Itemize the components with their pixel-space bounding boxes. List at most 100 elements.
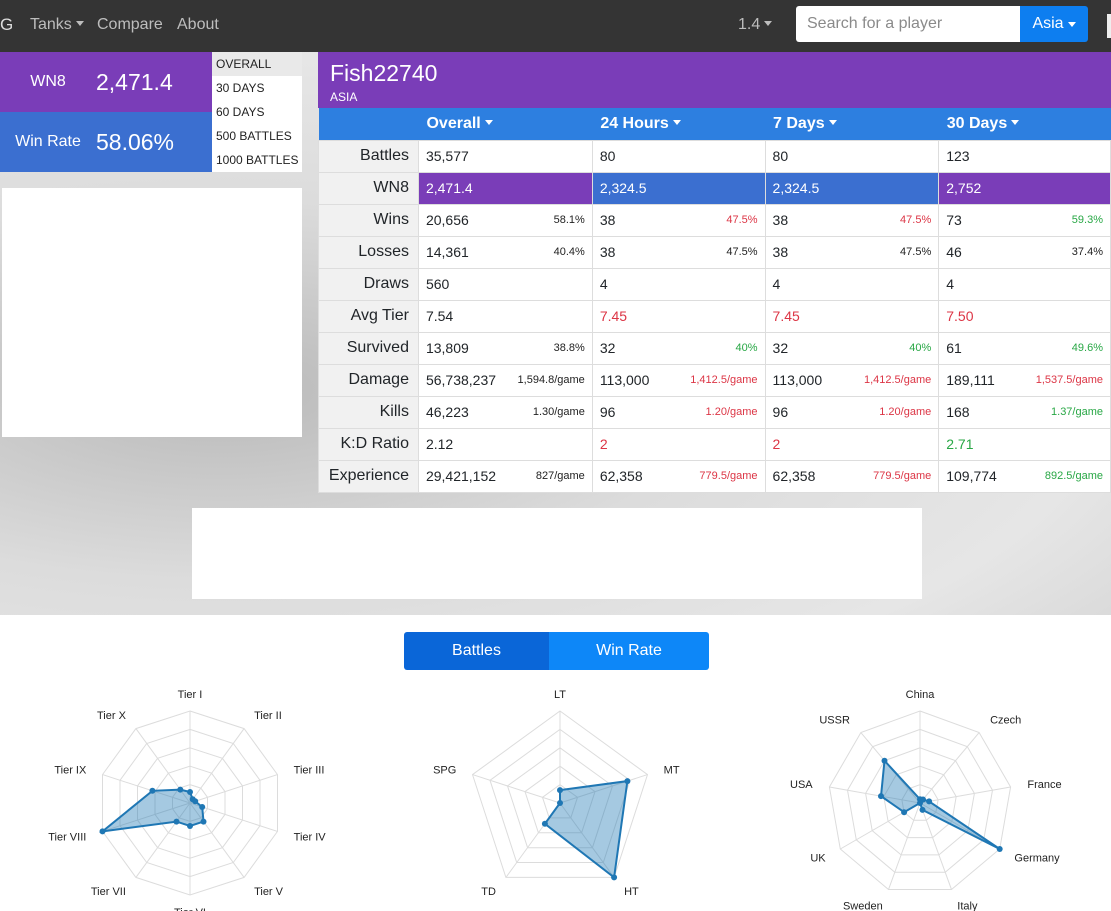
table-cell: 2,324.5 <box>764 171 940 205</box>
radar-spoke <box>559 774 648 804</box>
radar-axis-label: USSR <box>819 715 850 727</box>
radar-data-point <box>878 793 884 800</box>
period-60-days[interactable]: 60 DAYS <box>216 105 265 119</box>
radar-axis-label: Tier VI <box>174 907 206 911</box>
table-cell: 4 <box>938 267 1111 301</box>
table-row: Battles 35,577 80 80 123 <box>318 139 1111 173</box>
row-label: Survived <box>318 331 419 365</box>
cell-subvalue: 47.5% <box>900 214 932 226</box>
winrate-value: 58.06% <box>96 128 175 155</box>
cell-value: 4 <box>599 276 608 292</box>
cell-subvalue: 1.20/game <box>879 406 932 418</box>
row-label: Kills <box>318 395 419 429</box>
table-cell: 56,738,237 1,594.8/game <box>417 363 593 397</box>
cell-value: 62,358 <box>772 468 816 484</box>
column-header-7-days[interactable]: 7 Days <box>765 108 939 140</box>
battles-toggle-button[interactable]: Battles <box>404 632 549 670</box>
radar-grid-ring <box>865 747 975 856</box>
table-cell: 38 47.5% <box>591 235 766 269</box>
radar-data-point <box>192 798 199 805</box>
table-cell: 7.45 <box>591 299 766 333</box>
radar-axis-label: HT <box>624 886 639 898</box>
tanks-menu[interactable]: Tanks <box>30 16 84 34</box>
column-label: 7 Days <box>773 114 825 132</box>
table-cell: 168 1.37/game <box>938 395 1111 429</box>
table-cell: 113,000 1,412.5/game <box>764 363 940 397</box>
cell-value: 80 <box>599 148 616 164</box>
row-label: Avg Tier <box>318 299 419 333</box>
table-cell: 38 47.5% <box>764 203 940 237</box>
table-row: Draws 560 4 4 4 <box>318 267 1111 301</box>
cell-subvalue: 47.5% <box>726 214 758 226</box>
radar-data-point <box>611 874 618 881</box>
radar-data-point <box>919 806 926 813</box>
radar-axis-label: LT <box>554 689 566 701</box>
radar-spoke <box>189 774 278 804</box>
class-radar-chart: LT MT HT TD SPG <box>433 689 680 898</box>
radar-data-point <box>99 828 106 835</box>
cell-subvalue: 49.6% <box>1071 342 1103 354</box>
region-select-button[interactable]: Asia <box>1020 6 1088 42</box>
row-label: Experience <box>318 459 419 493</box>
cell-subvalue: 779.5/game <box>873 470 932 482</box>
chevron-down-icon <box>672 119 681 125</box>
wn8-label: WN8 <box>30 73 66 90</box>
radar-spoke <box>102 802 191 832</box>
radar-grid-ring <box>489 728 631 863</box>
table-row: Wins 20,656 58.1% 38 47.5% 38 47.5% 73 59.3% <box>318 203 1111 237</box>
column-header-24-hours[interactable]: 24 Hours <box>592 108 766 140</box>
cell-value: 96 <box>599 404 616 420</box>
cell-value: 14,361 <box>425 244 469 260</box>
table-cell: 2,752 <box>938 171 1111 205</box>
radar-spoke <box>135 802 191 878</box>
table-cell: 46,223 1.30/game <box>417 395 593 429</box>
radar-spoke <box>888 802 921 890</box>
radar-data-area <box>879 758 1001 850</box>
chevron-down-icon <box>484 119 493 125</box>
cell-subvalue: 1.37/game <box>1051 406 1103 418</box>
table-cell: 29,421,152 827/game <box>417 459 593 493</box>
ad-panel-left <box>2 188 302 437</box>
column-header-30-days[interactable]: 30 Days <box>938 108 1111 140</box>
table-cell: 109,774 892.5/game <box>938 459 1111 493</box>
period-1000-battles[interactable]: 1000 BATTLES <box>216 153 299 167</box>
about-link[interactable]: About <box>177 16 219 33</box>
radar-data-point <box>173 818 180 825</box>
version-label: 1.4 <box>738 16 761 33</box>
table-cell: 123 <box>938 139 1111 173</box>
wn8-tile: WN8 2,471.4 <box>0 52 212 112</box>
cell-value: 2,471.4 <box>425 180 473 196</box>
winrate-toggle-button[interactable]: Win Rate <box>549 632 709 670</box>
region-label: Asia <box>1032 15 1064 32</box>
winrate-tile: Win Rate 58.06% <box>0 112 212 172</box>
table-cell: 61 49.6% <box>938 331 1111 365</box>
radar-data-point <box>996 846 1003 852</box>
cell-value: 38 <box>772 212 789 228</box>
radar-axis-label: Tier II <box>254 710 282 722</box>
cell-value: 2.12 <box>425 436 454 452</box>
cell-subvalue: 38.8% <box>553 342 585 354</box>
version-menu[interactable]: 1.4 <box>738 16 773 34</box>
period-500-battles[interactable]: 500 BATTLES <box>216 129 292 143</box>
compare-link[interactable]: Compare <box>97 16 163 33</box>
search-input[interactable] <box>796 6 1020 42</box>
cell-value: 189,111 <box>946 372 995 388</box>
cell-value: 32 <box>599 340 616 356</box>
cell-value: 80 <box>772 148 789 164</box>
column-label: Overall <box>426 114 481 132</box>
cell-value: 560 <box>425 276 450 292</box>
radar-axis-label: Tier VII <box>91 886 126 898</box>
column-header-overall[interactable]: Overall <box>418 108 593 140</box>
table-row: Experience 29,421,152 827/game 62,358 779.5/… <box>318 459 1111 493</box>
winrate-label: Win Rate <box>15 133 81 150</box>
period-overall[interactable]: OVERALL <box>212 52 302 76</box>
radar-data-point <box>557 787 563 794</box>
player-name: Fish22740 <box>330 60 438 86</box>
cell-value: 113,000 <box>599 372 650 388</box>
period-30-days[interactable]: 30 DAYS <box>216 81 265 95</box>
cell-subvalue: 779.5/game <box>699 470 758 482</box>
brand-edge[interactable]: G <box>0 15 14 34</box>
radar-axis-label: UK <box>810 853 826 865</box>
table-cell: 38 47.5% <box>591 203 766 237</box>
radar-grid-ring <box>901 784 939 821</box>
